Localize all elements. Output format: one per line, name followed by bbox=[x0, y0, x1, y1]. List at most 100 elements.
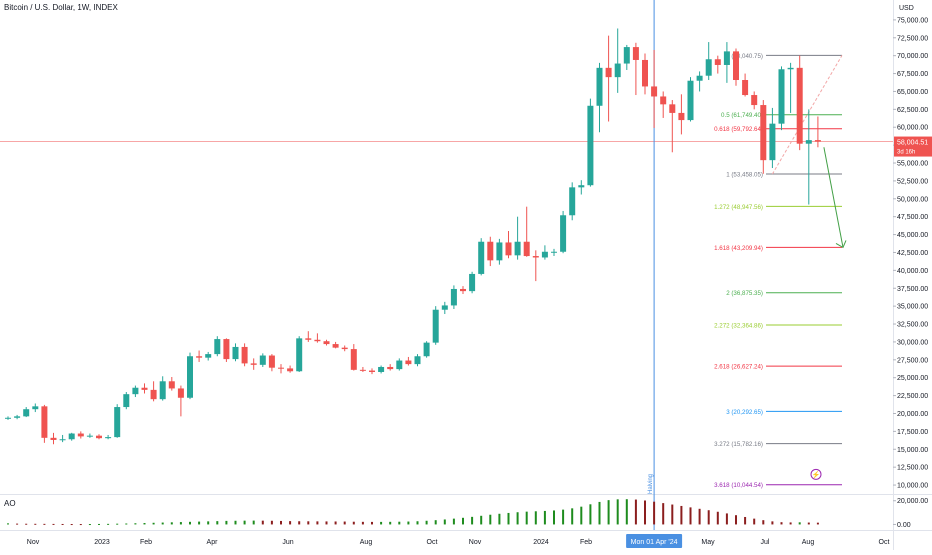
ao-bar bbox=[170, 522, 173, 525]
ao-bar bbox=[143, 523, 146, 525]
fib-trend-line bbox=[771, 55, 843, 175]
candle-body bbox=[350, 349, 357, 370]
candle-body bbox=[723, 51, 730, 65]
x-tick-label: Apr bbox=[207, 539, 219, 546]
ao-bar bbox=[7, 523, 9, 525]
candle-body bbox=[632, 47, 639, 60]
candle-body bbox=[241, 346, 248, 364]
candle-body bbox=[278, 367, 284, 369]
y-tick-label: 22,500.00 bbox=[897, 393, 928, 400]
cursor-date-box bbox=[626, 534, 683, 548]
ao-bar bbox=[416, 521, 419, 525]
ao-bar bbox=[553, 510, 555, 525]
ao-bar bbox=[280, 520, 282, 525]
candle-body bbox=[223, 339, 230, 360]
fib-level-label: 1.618 (43,209.94) bbox=[714, 245, 763, 252]
candle-body bbox=[669, 104, 676, 113]
candle-body bbox=[751, 95, 758, 106]
candle-body bbox=[541, 251, 548, 258]
x-tick-label: 2023 bbox=[94, 539, 110, 546]
ao-bar bbox=[680, 505, 683, 525]
candle-body bbox=[805, 140, 812, 144]
candle-body bbox=[41, 406, 48, 438]
ao-bar bbox=[70, 524, 73, 526]
candle-body bbox=[687, 80, 694, 121]
candle-body bbox=[614, 63, 621, 78]
x-tick-label: Aug bbox=[360, 539, 373, 546]
y-tick-label: 27,500.00 bbox=[897, 357, 928, 364]
ao-bar bbox=[753, 518, 756, 525]
candle-body bbox=[578, 185, 585, 188]
ao-bar bbox=[744, 516, 747, 525]
fib-level-label: 3.618 (10,044.54) bbox=[714, 482, 763, 489]
ao-bar bbox=[562, 509, 565, 525]
candle-body bbox=[405, 360, 412, 365]
ao-bar bbox=[189, 521, 191, 525]
y-tick-label: 55,000.00 bbox=[897, 161, 928, 168]
y-tick-label: 50,000.00 bbox=[897, 196, 928, 203]
fib-level-label: 1.272 (48,947.56) bbox=[714, 204, 763, 211]
ao-bar bbox=[698, 508, 701, 525]
candle-body bbox=[232, 346, 239, 360]
candle-body bbox=[460, 288, 466, 292]
y-tick-label: 15,000.00 bbox=[897, 447, 928, 454]
ao-bar bbox=[616, 499, 619, 525]
fib-level-label: 2 (36,875.35) bbox=[726, 290, 763, 297]
y-tick-label: 67,500.00 bbox=[897, 71, 928, 78]
ao-bar bbox=[498, 513, 501, 525]
y-tick-label: 30,000.00 bbox=[897, 339, 928, 346]
candle-body bbox=[705, 59, 712, 76]
x-tick-label: Aug bbox=[802, 539, 815, 546]
ao-bar bbox=[516, 512, 519, 525]
fib-level-label: 3.272 (15,782.16) bbox=[714, 441, 763, 448]
ao-bar bbox=[343, 521, 346, 525]
candle-body bbox=[651, 86, 658, 97]
halving-event-label: Halving bbox=[648, 474, 654, 494]
ao-bar bbox=[225, 520, 228, 525]
ao-bar bbox=[443, 519, 446, 525]
x-tick-label: May bbox=[701, 539, 715, 546]
ao-bar bbox=[634, 499, 637, 525]
ao-bar bbox=[780, 522, 783, 525]
ao-bar bbox=[662, 503, 665, 525]
ao-bar bbox=[598, 501, 601, 525]
fib-level-label: 3 (20,292.65) bbox=[726, 409, 763, 416]
ao-bar bbox=[43, 523, 46, 525]
x-tick-label: 2024 bbox=[533, 539, 549, 546]
candle-body bbox=[369, 370, 375, 372]
fib-level-label: 0.618 (59,792.64) bbox=[714, 126, 763, 133]
ao-bar bbox=[543, 510, 546, 525]
candle-body bbox=[487, 241, 494, 261]
candle-body bbox=[214, 339, 221, 355]
ao-bar bbox=[653, 501, 656, 525]
ao-bar bbox=[207, 521, 210, 525]
candle-body bbox=[596, 67, 603, 106]
ao-bar bbox=[316, 521, 319, 525]
cursor-date-label: Mon 01 Apr '24 bbox=[631, 539, 678, 546]
candle-body bbox=[441, 305, 448, 310]
candle-body bbox=[287, 368, 294, 372]
candle-body bbox=[105, 437, 112, 439]
candle-body bbox=[68, 433, 75, 440]
projection-arrow-head bbox=[835, 240, 847, 249]
ao-bar bbox=[325, 521, 328, 525]
ao-bar bbox=[816, 522, 819, 525]
candle-body bbox=[123, 394, 130, 408]
ao-bar bbox=[25, 523, 28, 525]
x-tick-label: Nov bbox=[469, 539, 482, 546]
ao-bar bbox=[107, 523, 110, 525]
ao-bar bbox=[116, 523, 119, 525]
candle-body bbox=[396, 360, 403, 370]
ao-bar bbox=[134, 523, 137, 525]
ao-bar bbox=[152, 522, 155, 525]
candle-body bbox=[196, 356, 203, 358]
price-tag-value: 58,004.51 bbox=[897, 140, 928, 147]
ao-bar bbox=[425, 520, 428, 525]
ao-bar bbox=[261, 520, 264, 525]
candle-body bbox=[341, 347, 348, 350]
y-tick-label: 35,000.00 bbox=[897, 304, 928, 311]
ao-bar bbox=[735, 515, 737, 525]
candle-body bbox=[742, 80, 749, 96]
